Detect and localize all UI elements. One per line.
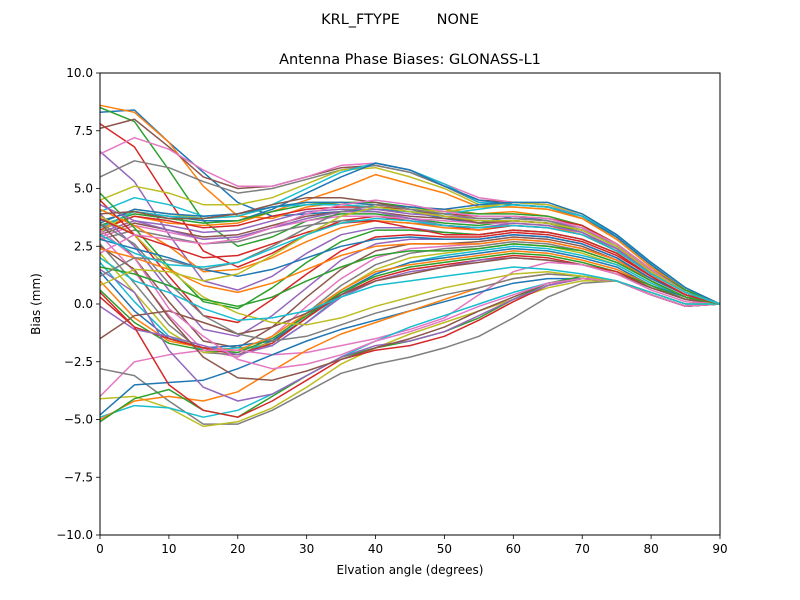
y-axis-label: Bias (mm) [29,273,43,335]
series-line-s52 [99,238,721,305]
series-line-s11 [99,162,721,305]
series-line-s12 [99,173,721,305]
y-tick-label: 2.5 [74,239,93,253]
series-line-s53 [99,243,721,308]
x-tick-label: 40 [368,542,383,556]
series-line-s60 [99,217,721,305]
x-axis-label: Elvation angle (degrees) [337,563,484,577]
series-line-s21 [99,201,721,305]
figure-suptitle: KRL_FTYPE NONE [321,12,479,28]
series-line-s50 [99,257,720,321]
series-lines [99,104,721,428]
axis-ticks: 0 10 20 30 40 50 60 70 80 90 −10.0 −7.5 −5.0 −2.5 0.0 2… [56,66,727,556]
series-line-s54 [99,217,721,305]
x-tick-label: 90 [712,542,727,556]
y-tick-label: −7.5 [64,470,93,484]
series-line-s34 [99,254,721,356]
x-tick-label: 0 [96,542,104,556]
series-line-s59 [99,206,721,305]
series-line-s37 [99,261,721,397]
x-tick-label: 50 [437,542,452,556]
series-line-s57 [99,199,721,305]
x-tick-label: 80 [643,542,658,556]
x-tick-label: 30 [299,542,314,556]
chart-title: Antenna Phase Biases: GLONASS-L1 [279,52,541,68]
y-tick-label: −5.0 [64,413,93,427]
x-tick-label: 20 [230,542,245,556]
y-tick-label: −10.0 [56,528,93,542]
x-tick-label: 10 [161,542,176,556]
y-tick-label: 7.5 [74,124,93,138]
x-tick-label: 60 [506,542,521,556]
plot-frame [99,72,721,536]
y-tick-label: 0.0 [74,297,93,311]
y-tick-label: −2.5 [64,355,93,369]
x-tick-label: 70 [575,542,590,556]
y-tick-label: 5.0 [74,182,93,196]
y-tick-label: 10.0 [66,66,93,80]
series-line-s55 [99,204,721,305]
